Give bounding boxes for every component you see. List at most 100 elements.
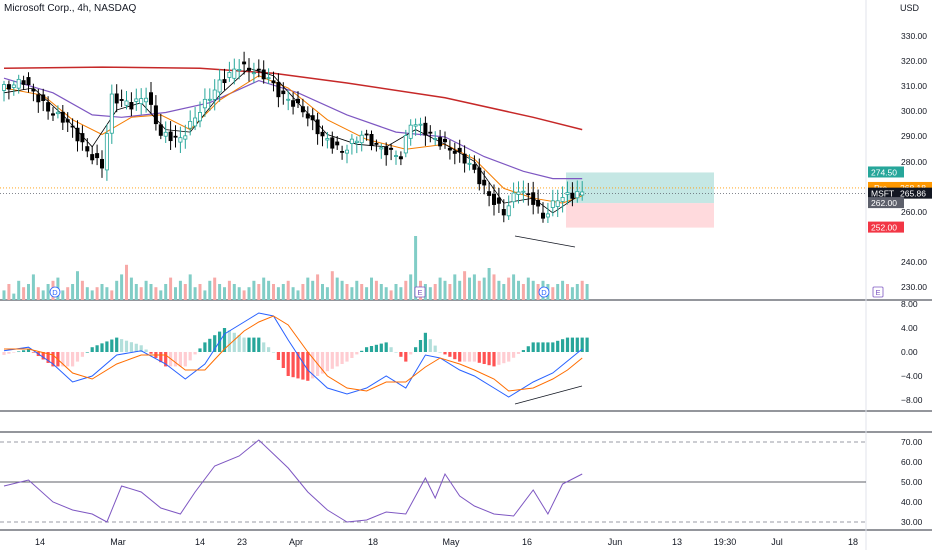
macd-histogram-bar <box>66 352 70 367</box>
macd-histogram-bar <box>12 352 16 353</box>
time-tick-label: 14 <box>195 537 205 547</box>
volume-bar <box>159 290 163 300</box>
volume-bar <box>61 290 65 300</box>
volume-bar <box>477 280 481 300</box>
volume-bar <box>218 284 222 300</box>
volume-bar <box>183 284 187 300</box>
macd-histogram-bar <box>418 340 423 352</box>
volume-bar <box>164 284 168 300</box>
volume-bar <box>276 287 280 300</box>
candle-body <box>364 133 369 136</box>
macd-histogram-bar <box>365 347 369 352</box>
volume-bar <box>66 287 70 300</box>
candle-body <box>139 98 144 105</box>
candle-body <box>163 131 168 137</box>
macd-histogram-bar <box>281 352 285 368</box>
volume-bar <box>281 284 285 300</box>
candle-body <box>65 119 70 123</box>
macd-histogram-bar <box>487 352 491 366</box>
macd-tick-label: 4.00 <box>901 323 918 333</box>
volume-bar <box>232 284 236 300</box>
macd-histogram-bar <box>340 352 344 364</box>
rsi-tick-label: 70.00 <box>901 437 923 447</box>
candle-body <box>114 93 119 104</box>
volume-bar <box>428 287 432 300</box>
candle-body <box>51 113 56 116</box>
candle-body <box>393 155 398 157</box>
price-tick-label: 230.00 <box>901 282 927 292</box>
macd-histogram-bar <box>320 352 325 374</box>
pre-market-tag <box>868 181 932 193</box>
volume-bar <box>188 274 192 300</box>
macd-histogram-bar <box>237 335 241 352</box>
volume-bar <box>438 277 442 300</box>
volume-bar <box>374 280 378 300</box>
candle-body <box>305 113 310 119</box>
candle-body <box>222 79 227 84</box>
volume-bar <box>80 280 84 300</box>
candle-body <box>359 134 364 144</box>
candle-body <box>75 127 80 142</box>
volume-bar <box>325 287 329 300</box>
candle-body <box>531 192 536 205</box>
candle-body <box>344 149 349 154</box>
macd-histogram-bar <box>134 343 138 352</box>
candle-body <box>85 146 90 152</box>
volume-bar <box>556 284 560 300</box>
candle-body <box>570 192 575 199</box>
volume-bar <box>223 287 226 300</box>
volume-bar <box>335 277 339 300</box>
candle-body <box>148 92 153 105</box>
candle-body <box>541 212 546 219</box>
volume-bar <box>174 287 177 300</box>
volume-bar <box>36 287 40 300</box>
macd-histogram-bar <box>458 352 462 362</box>
volume-bar <box>301 284 305 300</box>
volume-bar <box>370 277 373 300</box>
volume-bar <box>526 277 530 300</box>
macd-histogram-bar <box>556 340 560 352</box>
candle-body <box>496 197 501 204</box>
volume-bar <box>389 290 393 300</box>
candle-body <box>403 135 408 154</box>
candle-body <box>340 150 345 153</box>
price-tick-label: 290.00 <box>901 131 927 141</box>
candle-body <box>36 94 41 103</box>
volume-bar <box>492 274 496 300</box>
volume-bar <box>443 280 447 300</box>
candle-body <box>60 111 65 123</box>
candle-body <box>291 100 296 107</box>
time-tick-label: May <box>442 537 460 547</box>
macd-histogram-bar <box>144 349 148 352</box>
candle-body <box>300 106 305 113</box>
macd-histogram-bar <box>31 352 35 353</box>
event-marker <box>414 286 426 298</box>
macd-histogram-bar <box>7 352 11 354</box>
candle-body <box>433 138 438 140</box>
macd-histogram-bar <box>188 352 192 361</box>
macd-histogram-bar <box>374 344 378 352</box>
candle-body <box>26 77 31 85</box>
macd-histogram-bar <box>512 352 516 358</box>
candle-body <box>310 115 315 121</box>
candle-body <box>188 120 193 129</box>
volume-bar <box>144 280 148 300</box>
macd-histogram-bar <box>115 337 119 352</box>
candle-body <box>31 88 36 92</box>
candle-body <box>526 193 531 196</box>
entry-price-tag <box>868 197 904 209</box>
candle-body <box>21 80 26 85</box>
volume-bar <box>350 287 354 300</box>
volume-bar <box>95 287 99 300</box>
candle-body <box>457 147 462 153</box>
candle-body <box>428 131 433 134</box>
macd-histogram-bar <box>477 352 481 363</box>
macd-histogram-bar <box>124 340 129 352</box>
macd-histogram-bar <box>173 352 178 367</box>
candle-body <box>330 137 335 149</box>
event-marker-label: D <box>52 288 58 297</box>
macd-histogram-bar <box>404 352 408 362</box>
volume-bar <box>7 284 11 300</box>
candle-body <box>442 138 447 143</box>
